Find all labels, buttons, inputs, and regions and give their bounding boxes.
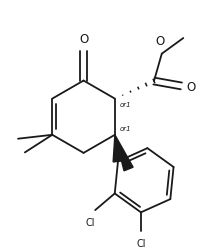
Text: or1: or1 [120,102,131,108]
Text: or1: or1 [120,126,131,132]
Text: O: O [186,81,195,94]
Polygon shape [115,135,133,171]
Polygon shape [113,135,123,162]
Text: O: O [79,33,88,46]
Text: Cl: Cl [136,239,146,249]
Text: O: O [155,35,164,48]
Text: Cl: Cl [86,218,95,228]
